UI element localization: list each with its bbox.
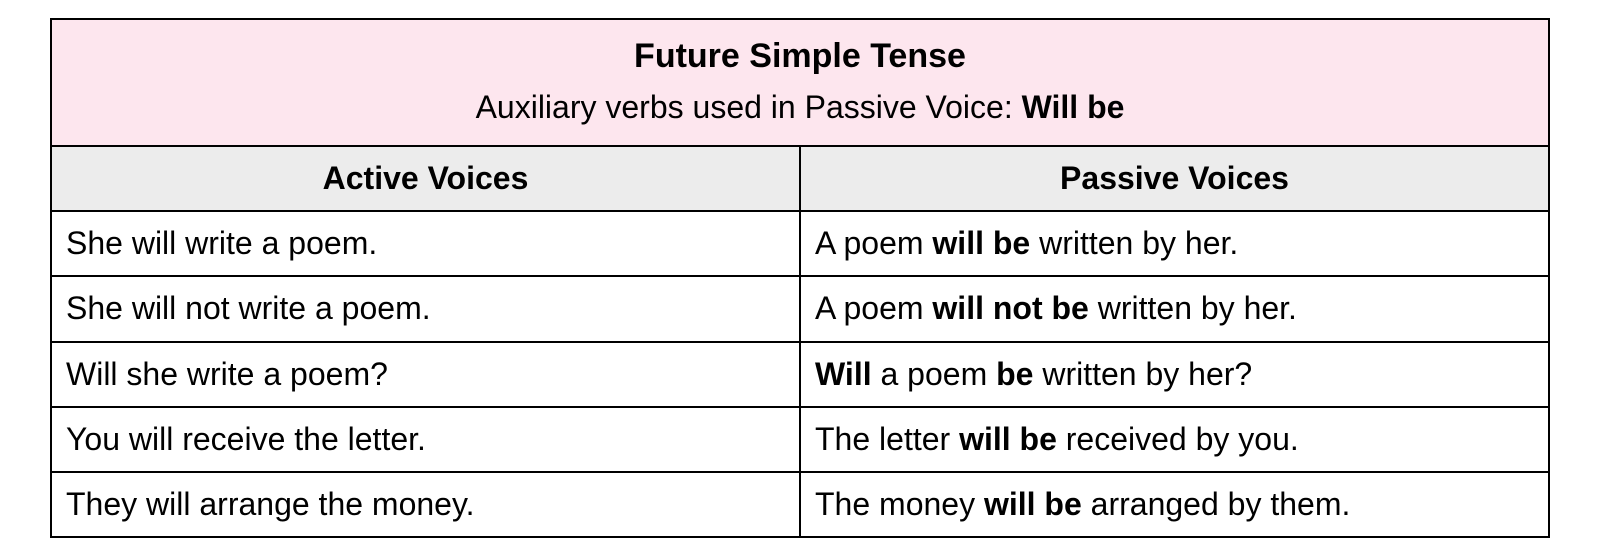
title-cell: Future Simple Tense Auxiliary verbs used… xyxy=(51,19,1549,146)
passive-pre: The money xyxy=(815,486,984,522)
passive-cell: A poem will not be written by her. xyxy=(800,276,1549,341)
passive-pre: A poem xyxy=(815,225,932,261)
title-row: Future Simple Tense Auxiliary verbs used… xyxy=(51,19,1549,146)
grammar-table: Future Simple Tense Auxiliary verbs used… xyxy=(50,18,1550,538)
column-header-active: Active Voices xyxy=(51,146,800,211)
passive-cell: A poem will be written by her. xyxy=(800,211,1549,276)
passive-pre: The letter xyxy=(815,421,959,457)
passive-cell: The letter will be received by you. xyxy=(800,407,1549,472)
active-cell: She will write a poem. xyxy=(51,211,800,276)
passive-post: arranged by them. xyxy=(1082,486,1351,522)
table-row: They will arrange the money. The money w… xyxy=(51,472,1549,537)
passive-post: written by her. xyxy=(1089,290,1297,326)
passive-post: received by you. xyxy=(1057,421,1299,457)
table-row: She will write a poem. A poem will be wr… xyxy=(51,211,1549,276)
title-main: Future Simple Tense xyxy=(66,34,1534,80)
passive-post: written by her. xyxy=(1030,225,1238,261)
table-row: She will not write a poem. A poem will n… xyxy=(51,276,1549,341)
column-header-passive: Passive Voices xyxy=(800,146,1549,211)
passive-mid: a poem xyxy=(872,356,997,392)
passive-post: written by her? xyxy=(1033,356,1252,392)
title-sub: Auxiliary verbs used in Passive Voice: W… xyxy=(476,89,1125,125)
table-row: You will receive the letter. The letter … xyxy=(51,407,1549,472)
title-aux: Will be xyxy=(1022,89,1125,125)
passive-pre-bold: Will xyxy=(815,356,872,392)
passive-cell: The money will be arranged by them. xyxy=(800,472,1549,537)
table-row: Will she write a poem? Will a poem be wr… xyxy=(51,342,1549,407)
passive-bold: will not be xyxy=(932,290,1088,326)
active-cell: You will receive the letter. xyxy=(51,407,800,472)
passive-bold: be xyxy=(996,356,1033,392)
passive-bold: will be xyxy=(932,225,1030,261)
passive-bold: will be xyxy=(984,486,1082,522)
passive-bold: will be xyxy=(959,421,1057,457)
active-cell: She will not write a poem. xyxy=(51,276,800,341)
passive-cell: Will a poem be written by her? xyxy=(800,342,1549,407)
column-header-row: Active Voices Passive Voices xyxy=(51,146,1549,211)
active-cell: Will she write a poem? xyxy=(51,342,800,407)
active-cell: They will arrange the money. xyxy=(51,472,800,537)
passive-pre: A poem xyxy=(815,290,932,326)
title-sub-prefix: Auxiliary verbs used in Passive Voice: xyxy=(476,89,1022,125)
